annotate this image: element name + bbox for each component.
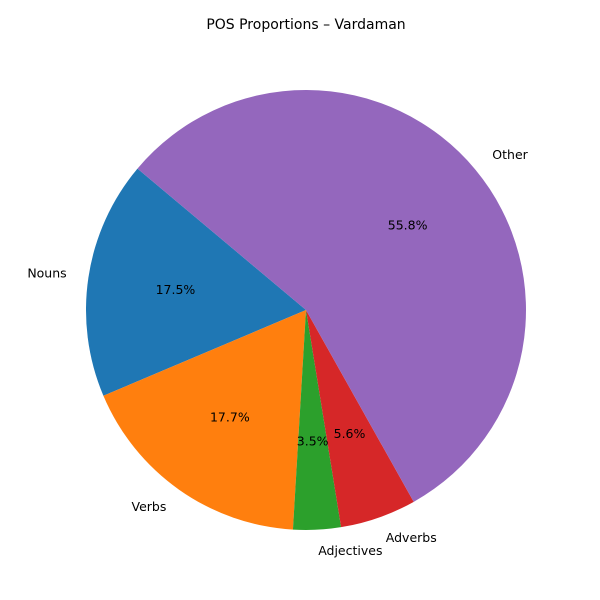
pie-slice-adjectives (292, 310, 342, 530)
category-label-adjectives: Adjectives (318, 543, 382, 558)
pie-slice-other (137, 89, 526, 502)
pie-slice-nouns (86, 168, 306, 396)
category-label-other: Other (492, 147, 528, 162)
category-label-adverbs: Adverbs (386, 530, 437, 545)
percent-label-verbs: 17.7% (210, 409, 250, 424)
category-label-nouns: Nouns (27, 266, 66, 281)
chart-title: POS Proportions – Vardaman (206, 17, 405, 33)
pie-labels: Nouns 17.5% Verbs 17.7% Adjectives 3.5% Adverb… (27, 147, 528, 558)
percent-label-other: 55.8% (388, 217, 428, 232)
percent-label-adjectives: 3.5% (297, 433, 329, 448)
percent-label-adverbs: 5.6% (334, 426, 366, 441)
category-label-verbs: Verbs (132, 499, 167, 514)
pie-slice-verbs (103, 310, 307, 530)
pie-slices (86, 89, 526, 530)
percent-label-nouns: 17.5% (156, 282, 196, 297)
pie-slice-adverbs (306, 310, 414, 528)
